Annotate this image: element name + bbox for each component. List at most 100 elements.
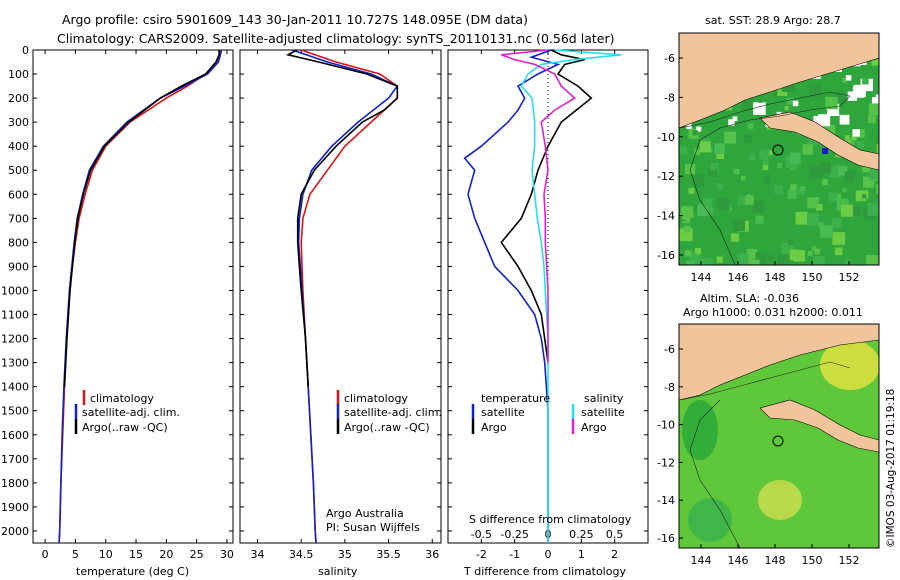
legend-t-satellite-label: satellite xyxy=(481,406,525,419)
credit-line2: PI: Susan Wijffels xyxy=(326,521,420,534)
lat-tick-label: -14 xyxy=(657,210,675,223)
legend-argo-label: Argo(..raw -QC) xyxy=(82,421,168,434)
sst-pixel xyxy=(753,102,766,115)
x2-tick-label: -0.5 xyxy=(471,528,492,541)
sst-pixel xyxy=(700,257,713,265)
sst-pixel xyxy=(740,175,746,181)
sst-pixel xyxy=(759,149,770,159)
sst-pixel xyxy=(732,116,738,122)
sla-map-frame xyxy=(678,323,880,549)
sst-pixel xyxy=(853,84,861,92)
depth-tick-label: 1800 xyxy=(1,477,29,490)
sst-pixel xyxy=(716,151,724,160)
sst-pixel xyxy=(787,189,797,199)
sst-pixel xyxy=(835,193,841,200)
salinity-x-axis: 34 34.5 35 35.5 36 xyxy=(250,50,439,561)
sst-pixel xyxy=(733,219,745,232)
sst-pixel xyxy=(742,100,753,110)
series-line-temperature-argo xyxy=(500,49,593,363)
sst-map-lon-ticks: 144 146 148 150 152 xyxy=(691,261,860,284)
lat-tick-label: -6 xyxy=(664,52,675,65)
sst-pixel xyxy=(777,163,783,169)
legend-climatology-label: climatology xyxy=(90,392,154,405)
sst-pixel xyxy=(748,153,756,160)
salinity-plot-frame xyxy=(239,49,442,544)
sst-pixel xyxy=(838,165,848,176)
temperature-xlabel: temperature (deg C) xyxy=(76,565,189,578)
sst-pixel xyxy=(844,171,856,182)
bathymetry-contour xyxy=(679,361,851,548)
lon-tick-label: 152 xyxy=(839,554,860,567)
sst-pixel xyxy=(857,88,866,97)
legend-salinity-heading: salinity xyxy=(584,392,624,405)
sst-pixel xyxy=(682,212,690,220)
lat-tick-label: -10 xyxy=(657,419,675,432)
sst-pixel xyxy=(758,98,763,103)
sst-pixel xyxy=(792,100,799,107)
sst-pixel xyxy=(845,75,852,81)
island-landmass xyxy=(759,399,879,453)
sst-pixel xyxy=(692,130,698,136)
sst-pixel xyxy=(777,254,790,265)
legend-argo-label: Argo(..raw -QC) xyxy=(344,421,430,434)
sst-pixel xyxy=(836,198,849,211)
sst-pixel xyxy=(789,152,801,164)
difference-legend: temperature salinity satellite satellite… xyxy=(471,392,625,434)
sst-pixel xyxy=(691,205,700,214)
sst-pixel xyxy=(835,92,845,102)
x-tick-label: 2 xyxy=(611,548,618,561)
legend-climatology-label: climatology xyxy=(344,392,408,405)
x-tick-label: 20 xyxy=(159,548,173,561)
lat-tick-label: -14 xyxy=(657,494,675,507)
temperature-legend: climatology satellite-adj. clim. Argo(..… xyxy=(74,390,180,434)
sst-pixel xyxy=(875,94,879,99)
sst-pixel xyxy=(856,129,865,138)
sst-pixel xyxy=(688,187,695,194)
sst-pixel xyxy=(862,77,869,85)
lon-tick-label: 150 xyxy=(802,554,823,567)
sla-low-patch xyxy=(682,400,718,460)
sst-pixel xyxy=(694,247,702,255)
sst-pixel xyxy=(811,246,817,252)
series-line-argo-raw-qc- xyxy=(285,49,399,387)
sst-pixel xyxy=(788,238,795,246)
sst-pixel xyxy=(681,206,694,218)
lon-tick-label: 148 xyxy=(765,554,786,567)
legend-s-argo-label: Argo xyxy=(581,421,607,434)
sst-pixel xyxy=(689,250,702,264)
sst-pixel xyxy=(842,77,847,83)
x-tick-label: 0 xyxy=(42,548,49,561)
sst-pixel xyxy=(869,167,879,180)
depth-tick-label: 300 xyxy=(8,116,29,129)
sst-pixel xyxy=(806,213,820,226)
sst-pixel xyxy=(706,207,715,215)
sst-pixel xyxy=(836,262,842,265)
x-tick-label: 35 xyxy=(338,548,352,561)
argo-float-marker xyxy=(772,435,784,447)
depth-tick-label: 800 xyxy=(8,236,29,249)
sst-pixel xyxy=(710,165,716,171)
sst-pixel xyxy=(755,215,764,224)
lon-tick-label: 146 xyxy=(728,554,749,567)
sst-pixel xyxy=(811,202,817,208)
s-difference-label: S difference from climatology xyxy=(469,513,632,526)
sst-pixel xyxy=(800,186,806,192)
depth-tick-label: 1400 xyxy=(1,381,29,394)
sst-pixel xyxy=(748,259,760,265)
lat-tick-label: -16 xyxy=(657,532,675,545)
lat-tick-label: -12 xyxy=(657,456,675,469)
sst-pixel xyxy=(774,185,783,194)
sst-pixel xyxy=(697,205,708,216)
sst-map-title: sat. SST: 28.9 Argo: 28.7 xyxy=(705,14,841,27)
depth-tick-label: 1700 xyxy=(1,453,29,466)
lon-tick-label: 144 xyxy=(691,271,712,284)
sst-pixel xyxy=(730,233,740,242)
x-tick-label: 5 xyxy=(72,548,79,561)
sst-pixel xyxy=(809,165,823,179)
sst-pixel xyxy=(834,247,843,256)
x2-tick-label: 0.25 xyxy=(569,528,594,541)
sla-map-title2: Argo h1000: 0.031 h2000: 0.011 xyxy=(683,306,863,319)
sst-pixel xyxy=(717,197,730,211)
sst-pixel xyxy=(747,123,754,130)
sla-high-patch xyxy=(758,480,802,520)
